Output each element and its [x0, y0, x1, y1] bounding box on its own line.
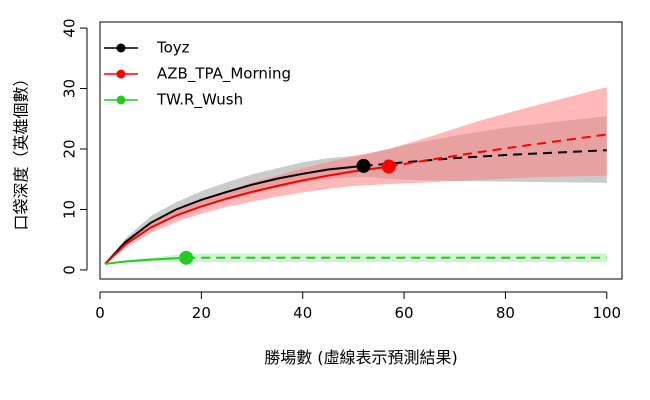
x-tick-label: 40 [293, 304, 312, 322]
legend-label-tw-r-wush: TW.R_Wush [156, 91, 243, 110]
legend-marker-azb-tpa-morning [116, 69, 126, 79]
plot-border [99, 21, 623, 280]
legend-marker-toyz [116, 43, 126, 53]
x-tick-label: 20 [192, 304, 211, 322]
endpoint-azb-tpa-morning [381, 159, 396, 174]
series-lines [104, 133, 607, 265]
legend: Toyz AZB_TPA_Morning TW.R_Wush [104, 39, 291, 110]
observed-line-tw-r-wush [104, 256, 187, 265]
y-tick-label: 0 [61, 265, 79, 275]
x-tick-label: 80 [496, 304, 515, 322]
endpoint-toyz [356, 158, 371, 173]
series-endpoints [179, 158, 396, 265]
y-axis: 0 10 20 30 40 [61, 19, 88, 275]
predicted-line-azb-tpa-morning [388, 133, 607, 168]
legend-label-toyz: Toyz [156, 39, 190, 57]
observed-line-toyz [104, 164, 364, 265]
y-axis-title: 口袋深度（英雄個數） [12, 70, 31, 230]
observed-line-azb-tpa-morning [104, 165, 390, 265]
y-tick-label: 40 [61, 19, 79, 38]
y-tick-label: 10 [61, 200, 79, 219]
confidence-bands [105, 87, 607, 264]
legend-label-azb-tpa-morning: AZB_TPA_Morning [157, 65, 291, 84]
x-axis: 0 20 40 60 80 100 [95, 291, 621, 322]
x-tick-label: 60 [395, 304, 414, 322]
y-tick-label: 30 [61, 79, 79, 98]
x-tick-label: 100 [592, 304, 621, 322]
y-tick-label: 20 [61, 139, 79, 158]
x-tick-label: 0 [95, 304, 105, 322]
x-axis-title: 勝場數 (虛線表示預測結果) [264, 348, 458, 367]
predicted-line-toyz [363, 149, 607, 167]
band-azb-tpa-morning [105, 87, 607, 264]
legend-marker-tw-r-wush [116, 95, 126, 105]
endpoint-tw-r-wush [179, 250, 194, 265]
